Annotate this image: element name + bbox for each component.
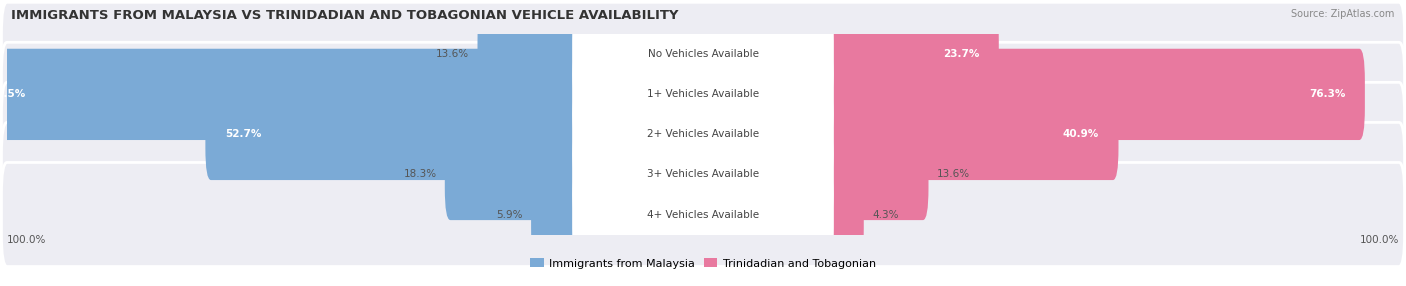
- FancyBboxPatch shape: [823, 129, 928, 220]
- Text: 100.0%: 100.0%: [7, 235, 46, 245]
- FancyBboxPatch shape: [823, 169, 863, 260]
- FancyBboxPatch shape: [444, 129, 583, 220]
- FancyBboxPatch shape: [1, 42, 1405, 146]
- Text: 23.7%: 23.7%: [943, 49, 980, 59]
- FancyBboxPatch shape: [572, 169, 834, 260]
- FancyBboxPatch shape: [572, 89, 834, 180]
- FancyBboxPatch shape: [572, 49, 834, 140]
- Text: 4+ Vehicles Available: 4+ Vehicles Available: [647, 210, 759, 219]
- Text: 1+ Vehicles Available: 1+ Vehicles Available: [647, 90, 759, 99]
- Text: 86.5%: 86.5%: [0, 90, 25, 99]
- FancyBboxPatch shape: [823, 89, 1119, 180]
- FancyBboxPatch shape: [572, 129, 834, 220]
- Text: 100.0%: 100.0%: [1360, 235, 1399, 245]
- Text: 52.7%: 52.7%: [225, 130, 262, 139]
- FancyBboxPatch shape: [572, 9, 834, 100]
- FancyBboxPatch shape: [531, 169, 583, 260]
- Text: IMMIGRANTS FROM MALAYSIA VS TRINIDADIAN AND TOBAGONIAN VEHICLE AVAILABILITY: IMMIGRANTS FROM MALAYSIA VS TRINIDADIAN …: [11, 9, 679, 21]
- Text: 13.6%: 13.6%: [436, 49, 470, 59]
- Text: 4.3%: 4.3%: [872, 210, 898, 219]
- Text: 13.6%: 13.6%: [936, 170, 970, 179]
- FancyBboxPatch shape: [0, 49, 583, 140]
- FancyBboxPatch shape: [478, 9, 583, 100]
- FancyBboxPatch shape: [1, 122, 1405, 227]
- Text: 2+ Vehicles Available: 2+ Vehicles Available: [647, 130, 759, 139]
- FancyBboxPatch shape: [205, 89, 583, 180]
- Legend: Immigrants from Malaysia, Trinidadian and Tobagonian: Immigrants from Malaysia, Trinidadian an…: [526, 254, 880, 273]
- FancyBboxPatch shape: [1, 2, 1405, 106]
- FancyBboxPatch shape: [1, 82, 1405, 186]
- Text: 5.9%: 5.9%: [496, 210, 523, 219]
- Text: 40.9%: 40.9%: [1063, 130, 1099, 139]
- Text: 3+ Vehicles Available: 3+ Vehicles Available: [647, 170, 759, 179]
- Text: No Vehicles Available: No Vehicles Available: [648, 49, 758, 59]
- Text: 18.3%: 18.3%: [404, 170, 436, 179]
- FancyBboxPatch shape: [823, 49, 1365, 140]
- FancyBboxPatch shape: [1, 162, 1405, 267]
- Text: Source: ZipAtlas.com: Source: ZipAtlas.com: [1291, 9, 1395, 19]
- FancyBboxPatch shape: [823, 9, 998, 100]
- Text: 76.3%: 76.3%: [1309, 90, 1346, 99]
